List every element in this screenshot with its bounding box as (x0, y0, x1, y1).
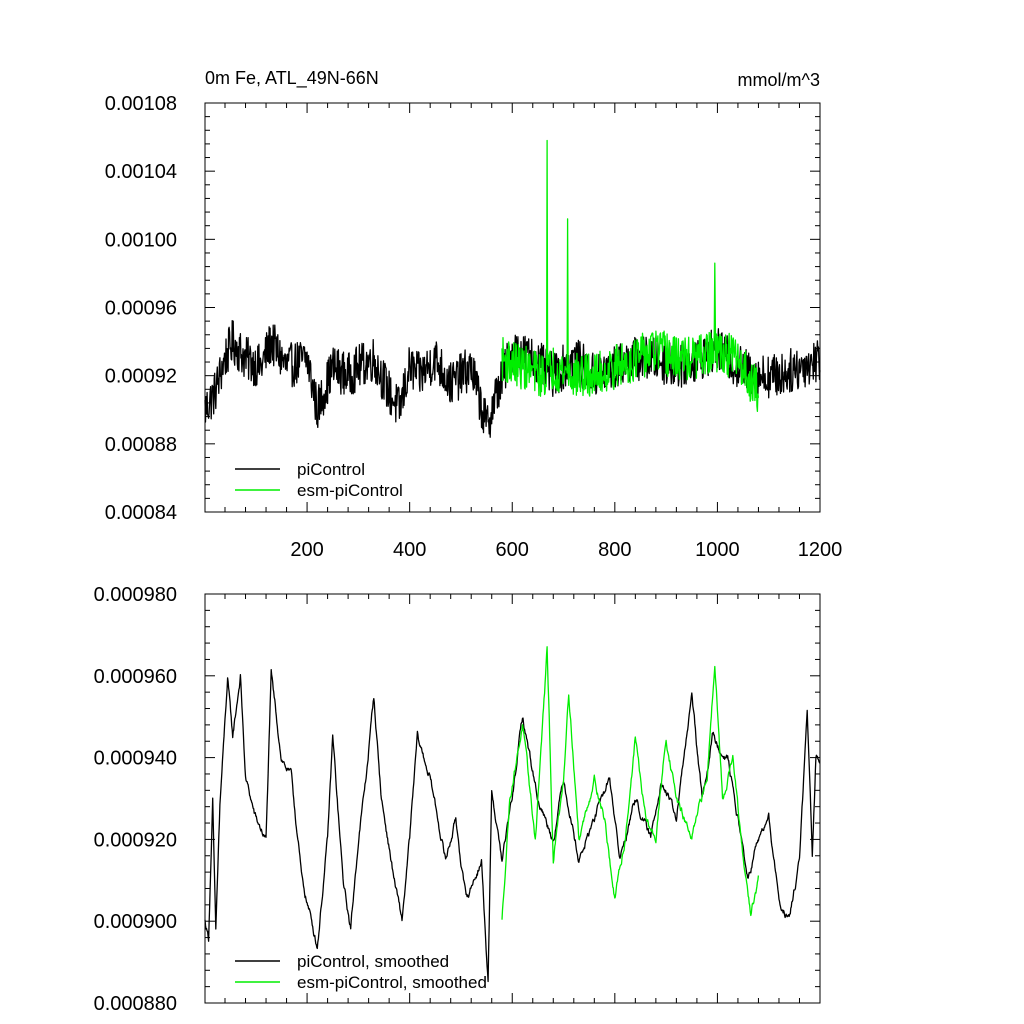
x-tick-label: 600 (496, 539, 529, 561)
x-tick-label: 800 (598, 539, 631, 561)
y-tick-label: 0.000900 (94, 911, 177, 933)
top-legend: piControl esm-piControl (235, 460, 403, 500)
legend-label-esm-picontrol: esm-piControl (297, 481, 403, 500)
y-tick-label: 0.00104 (105, 161, 177, 183)
series-line-picontrol-smoothed (204, 668, 821, 983)
series-line-picontrol (204, 320, 821, 438)
x-tick-label: 400 (393, 539, 426, 561)
top-plot-frame (204, 102, 821, 513)
x-tick-label: 1200 (798, 539, 843, 561)
top-axis-ticks: 0.00084 0.00088 0.00092 0.00096 0.00100 0.001… (105, 93, 843, 561)
units-label: mmol/m^3 (738, 70, 820, 90)
y-tick-label: 0.00092 (105, 366, 177, 388)
y-tick-label: 0.000960 (94, 666, 177, 688)
y-tick-label: 0.000920 (94, 829, 177, 851)
bottom-axis-ticks: 0.000880 0.000900 0.000920 0.000940 0.000960… (94, 584, 821, 1015)
series-line-esm-picontrol-smoothed (501, 646, 760, 920)
y-tick-label: 0.000880 (94, 993, 177, 1015)
y-tick-label: 0.00100 (105, 229, 177, 251)
y-tick-label: 0.00084 (105, 502, 177, 524)
legend-label-picontrol: piControl (297, 460, 365, 479)
bottom-panel: 0.000880 0.000900 0.000920 0.000940 0.000960… (94, 584, 821, 1015)
legend-label-esm-picontrol-smoothed: esm-piControl, smoothed (297, 973, 487, 992)
chart-title: 0m Fe, ATL_49N-66N (205, 68, 379, 89)
top-series-group (204, 139, 821, 438)
x-tick-label: 200 (290, 539, 323, 561)
top-panel: 0m Fe, ATL_49N-66N mmol/m^3 0.000840.000… (105, 68, 843, 561)
bottom-series-group (204, 646, 821, 983)
y-tick-label: 0.00088 (105, 434, 177, 456)
legend-label-picontrol-smoothed: piControl, smoothed (297, 952, 449, 971)
y-tick-label: 0.00108 (105, 93, 177, 115)
bottom-legend: piControl, smoothed esm-piControl, smoot… (235, 952, 487, 992)
y-tick-label: 0.00096 (105, 298, 177, 320)
y-tick-label: 0.000980 (94, 584, 177, 606)
y-tick-label: 0.000940 (94, 748, 177, 770)
x-tick-label: 1000 (695, 539, 740, 561)
series-line-esm-picontrol (501, 139, 760, 412)
